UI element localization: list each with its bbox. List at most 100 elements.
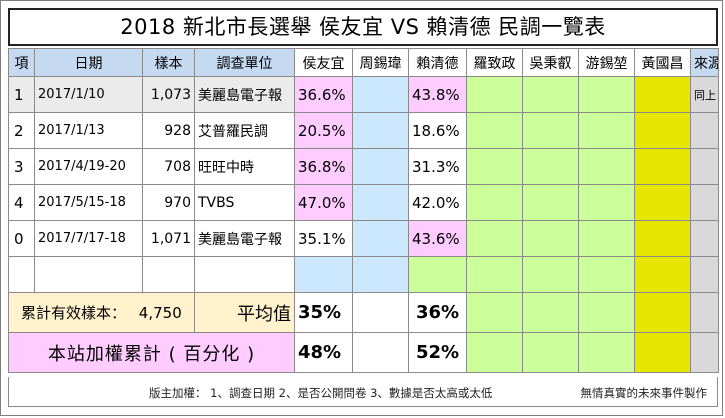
row-yu <box>578 76 635 113</box>
row-org: TVBS <box>194 184 295 221</box>
row-sample: 928 <box>142 112 195 149</box>
header-hou: 侯友宜 <box>294 48 353 77</box>
average-wu <box>522 292 579 333</box>
row-source: 同上 <box>690 76 719 113</box>
row-hou <box>294 256 353 293</box>
row-date: 2017/5/15-18 <box>34 184 143 221</box>
row-source <box>690 184 719 221</box>
weighted-source <box>690 332 719 373</box>
row-lai: 18.6% <box>408 112 467 149</box>
footer-credit: 無情真實的未來事件製作 <box>580 386 708 400</box>
page-title: 2018 新北市長選舉 侯友宜 VS 賴清德 民調一覽表 <box>8 8 718 46</box>
row-no: 3 <box>8 148 35 185</box>
header-yu: 游錫堃 <box>578 48 635 77</box>
summary-row-average: 累計有效樣本： 4,750 平均值 35% 36% <box>8 292 719 333</box>
header-wu: 吳秉叡 <box>522 48 579 77</box>
table-row: 3 2017/4/19-20 708 旺旺中時 36.8% 31.3% <box>8 148 719 185</box>
row-date: 2017/1/10 <box>34 76 143 113</box>
row-chou <box>352 184 409 221</box>
row-chou <box>352 148 409 185</box>
row-lai: 42.0% <box>408 184 467 221</box>
weighted-label: 本站加權累計 ( 百分化 ) <box>8 332 295 373</box>
row-date: 2017/1/13 <box>34 112 143 149</box>
header-chou: 周錫瑋 <box>352 48 409 77</box>
row-chou <box>352 256 409 293</box>
row-lai: 43.6% <box>408 220 467 257</box>
row-hou: 35.1% <box>294 220 353 257</box>
average-source <box>690 292 719 333</box>
weighted-wu <box>522 332 579 373</box>
row-yu <box>578 148 635 185</box>
header-lo: 羅致政 <box>466 48 523 77</box>
row-hou: 36.8% <box>294 148 353 185</box>
header-lai: 賴清德 <box>408 48 467 77</box>
header-date: 日期 <box>34 48 143 77</box>
header-no: 項 <box>8 48 35 77</box>
row-source <box>690 256 719 293</box>
table-row: 4 2017/5/15-18 970 TVBS 47.0% 42.0% <box>8 184 719 221</box>
row-source <box>690 112 719 149</box>
average-chou <box>352 292 409 333</box>
row-sample: 1,073 <box>142 76 195 113</box>
row-wu <box>522 148 579 185</box>
row-yu <box>578 184 635 221</box>
row-lai: 31.3% <box>408 148 467 185</box>
row-yu <box>578 112 635 149</box>
weighted-chou <box>352 332 409 373</box>
row-sample: 1,071 <box>142 220 195 257</box>
average-huang <box>634 292 691 333</box>
row-date: 2017/7/17-18 <box>34 220 143 257</box>
weighted-yu <box>578 332 635 373</box>
row-no: 0 <box>8 220 35 257</box>
row-hou: 20.5% <box>294 112 353 149</box>
poll-table: 項 日期 樣本 調查單位 侯友宜 周錫瑋 賴清德 羅致政 吳秉叡 游錫堃 黃國昌… <box>8 48 719 373</box>
header-sample: 樣本 <box>142 48 195 77</box>
row-lai <box>408 256 467 293</box>
header-huang: 黃國昌 <box>634 48 691 77</box>
average-yu <box>578 292 635 333</box>
row-org <box>194 256 295 293</box>
row-lo <box>466 112 523 149</box>
total-sample-label: 累計有效樣本： 4,750 <box>8 292 195 333</box>
total-sample-value: 4,750 <box>138 304 182 322</box>
row-org: 艾普羅民調 <box>194 112 295 149</box>
row-lo <box>466 256 523 293</box>
row-huang <box>634 112 691 149</box>
row-no: 1 <box>8 76 35 113</box>
weighted-lo <box>466 332 523 373</box>
row-lo <box>466 76 523 113</box>
row-no: 2 <box>8 112 35 149</box>
row-lai: 43.8% <box>408 76 467 113</box>
row-wu <box>522 184 579 221</box>
row-date <box>34 256 143 293</box>
summary-row-weighted: 本站加權累計 ( 百分化 ) 48% 52% <box>8 332 719 373</box>
row-yu <box>578 256 635 293</box>
row-source <box>690 220 719 257</box>
row-org: 美麗島電子報 <box>194 76 295 113</box>
row-huang <box>634 148 691 185</box>
row-sample: 970 <box>142 184 195 221</box>
row-sample <box>142 256 195 293</box>
table-row: 2 2017/1/13 928 艾普羅民調 20.5% 18.6% <box>8 112 719 149</box>
header-org: 調查單位 <box>194 48 295 77</box>
header-row: 項 日期 樣本 調查單位 侯友宜 周錫瑋 賴清德 羅致政 吳秉叡 游錫堃 黃國昌… <box>8 48 719 77</box>
footer-note: 版主加權： 1、調查日期 2、是否公開問卷 3、數據是否太高或太低 <box>149 386 493 400</box>
row-lo <box>466 148 523 185</box>
row-chou <box>352 112 409 149</box>
average-lai: 36% <box>408 292 467 333</box>
weighted-huang <box>634 332 691 373</box>
row-wu <box>522 76 579 113</box>
average-label: 平均值 <box>194 292 295 333</box>
row-hou: 36.6% <box>294 76 353 113</box>
row-org: 旺旺中時 <box>194 148 295 185</box>
average-hou: 35% <box>294 292 353 333</box>
row-wu <box>522 256 579 293</box>
row-wu <box>522 112 579 149</box>
table-row <box>8 256 719 293</box>
table-row: 1 2017/1/10 1,073 美麗島電子報 36.6% 43.8% 同上 <box>8 76 719 113</box>
row-no: 4 <box>8 184 35 221</box>
row-hou: 47.0% <box>294 184 353 221</box>
row-huang <box>634 220 691 257</box>
weighted-lai: 52% <box>408 332 467 373</box>
